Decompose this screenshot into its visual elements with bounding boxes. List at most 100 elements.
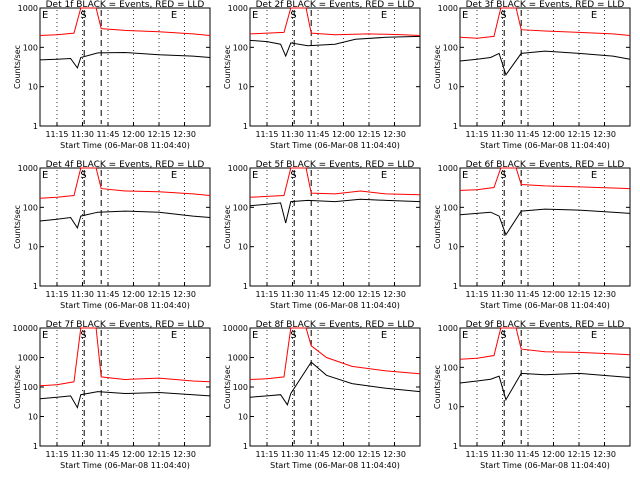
y-axis-label: Counts/sec [433, 205, 442, 249]
y-tick-label: 1000 [228, 354, 248, 363]
left-marker-label: E [42, 10, 48, 21]
chart-panel-1: Det 1f BLACK = Events, RED = LLD 1 10 100 10… [13, 0, 211, 150]
x-tick-label: 11:45 [516, 290, 539, 299]
y-tick-label: 100 [233, 383, 248, 392]
y-tick-label: 1 [33, 282, 38, 291]
chart-title: Det 9f BLACK = Events, RED = LLD [466, 320, 625, 330]
y-axis-label: Counts/sec [13, 45, 22, 89]
x-tick-label: 11:15 [45, 290, 68, 299]
left-marker-label: E [42, 330, 48, 341]
y-tick-label: 1000 [18, 4, 38, 13]
y-tick-label: 100 [233, 203, 248, 212]
events-series-line [39, 210, 211, 230]
start-marker-label: S [80, 330, 86, 341]
plot-frame [249, 7, 421, 127]
events-series-line [249, 35, 421, 58]
x-tick-label: 12:15 [147, 290, 170, 299]
start-marker-label: S [80, 10, 86, 21]
x-tick-label: 11:30 [491, 290, 514, 299]
x-tick-label: 12:15 [567, 450, 590, 459]
x-tick-label: 12:00 [122, 130, 145, 139]
start-marker-label: S [290, 330, 296, 341]
y-axis-label: Counts/sec [433, 365, 442, 409]
left-marker-label: E [252, 10, 258, 21]
x-tick-label: 11:15 [465, 290, 488, 299]
y-tick-label: 1 [243, 442, 248, 451]
chart-title: Det 1f BLACK = Events, RED = LLD [46, 0, 205, 10]
x-axis-label: Start Time (06-Mar-08 11:04:40) [60, 141, 190, 150]
y-tick-label: 10 [28, 243, 38, 252]
y-tick-label: 10 [448, 83, 458, 92]
y-tick-label: 100 [443, 363, 458, 372]
x-tick-label: 11:15 [465, 130, 488, 139]
start-marker-label: S [80, 170, 86, 181]
lld-series-line [249, 167, 421, 198]
x-tick-label: 11:15 [45, 130, 68, 139]
y-tick-label: 10 [238, 413, 248, 422]
y-axis-label: Counts/sec [223, 365, 232, 409]
chart-title: Det 2f BLACK = Events, RED = LLD [256, 0, 415, 10]
x-axis-label: Start Time (06-Mar-08 11:04:40) [270, 461, 400, 470]
y-tick-label: 1 [453, 122, 458, 131]
lld-series-line [459, 327, 631, 360]
chart-panel-9: Det 9f BLACK = Events, RED = LLD 1 10 100 10… [433, 320, 631, 470]
y-tick-label: 10 [448, 403, 458, 412]
events-series-line [39, 51, 211, 69]
lld-series-line [459, 7, 631, 39]
x-tick-label: 12:15 [357, 290, 380, 299]
lld-series-line [39, 167, 211, 199]
plot-frame [39, 167, 211, 287]
x-tick-label: 11:45 [306, 450, 329, 459]
x-tick-label: 11:30 [71, 450, 94, 459]
plot-frame [39, 7, 211, 127]
x-tick-label: 12:15 [357, 130, 380, 139]
x-tick-label: 12:00 [542, 130, 565, 139]
y-tick-label: 100 [23, 203, 38, 212]
y-axis-label: Counts/sec [13, 365, 22, 409]
events-series-line [39, 391, 211, 409]
left-marker-label: E [42, 170, 48, 181]
x-tick-label: 12:15 [567, 130, 590, 139]
y-tick-label: 1000 [438, 164, 458, 173]
x-axis-label: Start Time (06-Mar-08 11:04:40) [270, 141, 400, 150]
x-tick-label: 12:30 [173, 290, 196, 299]
x-tick-label: 12:00 [332, 290, 355, 299]
y-tick-label: 1 [33, 122, 38, 131]
lld-series-line [249, 327, 421, 380]
y-tick-label: 100 [443, 203, 458, 212]
y-tick-label: 100 [233, 43, 248, 52]
x-tick-label: 11:30 [71, 130, 94, 139]
x-tick-label: 11:45 [306, 290, 329, 299]
plot-frame [459, 7, 631, 127]
y-tick-label: 1000 [18, 354, 38, 363]
chart-title: Det 8f BLACK = Events, RED = LLD [256, 320, 415, 330]
start-marker-label: S [290, 170, 296, 181]
x-tick-label: 11:30 [491, 450, 514, 459]
x-tick-label: 12:15 [147, 450, 170, 459]
x-tick-label: 12:30 [383, 290, 406, 299]
chart-panel-7: Det 7f BLACK = Events, RED = LLD 1 10 100 10… [13, 320, 211, 470]
x-tick-label: 11:45 [516, 450, 539, 459]
x-tick-label: 12:15 [357, 450, 380, 459]
events-series-line [249, 361, 421, 406]
x-axis-label: Start Time (06-Mar-08 11:04:40) [480, 301, 610, 310]
x-tick-label: 11:30 [281, 450, 304, 459]
y-tick-label: 1000 [438, 4, 458, 13]
y-tick-label: 100 [23, 383, 38, 392]
y-tick-label: 10000 [223, 324, 248, 333]
y-axis-label: Counts/sec [433, 45, 442, 89]
plot-frame [249, 167, 421, 287]
start-marker-label: S [500, 330, 506, 341]
x-tick-label: 11:15 [255, 290, 278, 299]
end-marker-label: E [171, 10, 177, 21]
chart-title: Det 6f BLACK = Events, RED = LLD [466, 160, 625, 170]
x-tick-label: 12:00 [122, 290, 145, 299]
x-tick-label: 12:30 [593, 450, 616, 459]
x-axis-label: Start Time (06-Mar-08 11:04:40) [480, 461, 610, 470]
y-axis-label: Counts/sec [223, 205, 232, 249]
x-tick-label: 11:45 [306, 130, 329, 139]
chart-title: Det 7f BLACK = Events, RED = LLD [46, 320, 205, 330]
x-tick-label: 12:15 [567, 290, 590, 299]
x-tick-label: 11:15 [465, 450, 488, 459]
x-tick-label: 11:45 [96, 290, 119, 299]
